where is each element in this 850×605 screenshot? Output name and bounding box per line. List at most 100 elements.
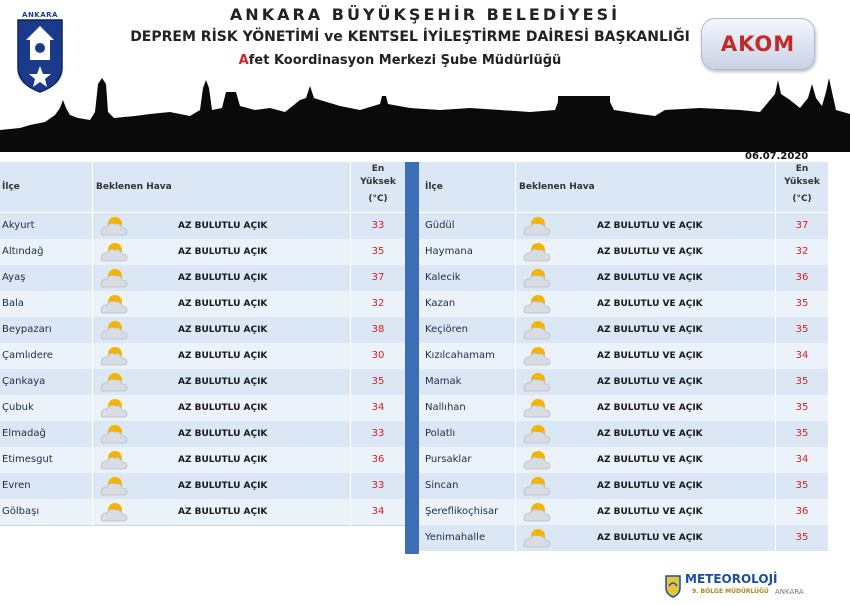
forecast-condition: AZ BULUTLU VE AÇIK	[597, 455, 703, 465]
right-row-5-cell-2	[516, 317, 775, 343]
partly-cloudy-sun-icon	[523, 217, 551, 236]
header-forecast-right: Beklenen Hava	[516, 162, 775, 212]
akom-badge: AKOM	[701, 18, 815, 70]
forecast-condition: AZ BULUTLU AÇIK	[178, 299, 268, 309]
left-row-5-cell-1	[0, 317, 92, 343]
district-name: Altındağ	[2, 246, 44, 257]
right-row-11-cell-1	[419, 473, 515, 499]
max-temperature: 35	[795, 324, 809, 335]
max-temperature: 33	[371, 220, 385, 231]
department-title: DEPREM RİSK YÖNETİMİ ve KENTSEL İYİLEŞTİ…	[130, 29, 690, 45]
forecast-condition: AZ BULUTLU AÇIK	[178, 325, 268, 335]
district-name: Ayaş	[2, 272, 26, 283]
header-max-left-l3: (°C)	[368, 194, 388, 204]
right-row-9-cell-3	[776, 421, 828, 447]
left-row-11-cell-3	[351, 473, 405, 499]
left-row-10-cell-2	[93, 447, 350, 473]
right-row-8-cell-3	[776, 395, 828, 421]
forecast-condition: AZ BULUTLU AÇIK	[178, 273, 268, 283]
district-name: Sincan	[425, 480, 459, 491]
left-row-2-cell-3	[351, 239, 405, 265]
district-name: Haymana	[425, 246, 473, 257]
column-divider	[405, 162, 419, 554]
max-temperature: 35	[371, 246, 385, 257]
left-row-8-cell-1	[0, 395, 92, 421]
header-max-left-l2: Yüksek	[360, 177, 396, 187]
header-forecast-left: Beklenen Hava	[93, 162, 350, 212]
left-row-9-cell-2	[93, 421, 350, 447]
header-max-right-l3: (°C)	[792, 194, 812, 204]
partly-cloudy-sun-icon	[100, 295, 128, 314]
meteoroloji-title: METEOROLOJİ	[685, 572, 778, 586]
left-row-6-cell-3	[351, 343, 405, 369]
max-temperature: 35	[795, 532, 809, 543]
left-row-3-cell-1	[0, 265, 92, 291]
left-row-5-cell-3	[351, 317, 405, 343]
district-name: Pursaklar	[425, 454, 472, 465]
branch-title: Afet Koordinasyon Merkezi Şube Müdürlüğü	[0, 53, 800, 68]
right-row-13-cell-1	[419, 525, 515, 551]
partly-cloudy-sun-icon	[100, 477, 128, 496]
partly-cloudy-sun-icon	[100, 321, 128, 340]
branch-title-initial: A	[238, 53, 249, 68]
right-row-4-cell-3	[776, 291, 828, 317]
meteoroloji-subtitle: 9. BÖLGE MÜDÜRLÜĞÜ	[692, 588, 769, 595]
right-row-6-cell-1	[419, 343, 515, 369]
right-row-10-cell-3	[776, 447, 828, 473]
partly-cloudy-sun-icon	[523, 321, 551, 340]
right-row-9-cell-1	[419, 421, 515, 447]
right-row-11-cell-3	[776, 473, 828, 499]
district-name: Şereflikoçhisar	[425, 506, 499, 517]
partly-cloudy-sun-icon	[523, 503, 551, 522]
right-row-3-cell-3	[776, 265, 828, 291]
max-temperature: 37	[795, 220, 809, 231]
right-row-12-cell-1	[419, 499, 515, 525]
right-row-4-cell-1	[419, 291, 515, 317]
district-name: Kazan	[425, 298, 456, 309]
max-temperature: 34	[795, 350, 809, 361]
max-temperature: 30	[371, 350, 385, 361]
header-forecast-right-label: Beklenen Hava	[519, 182, 595, 192]
left-row-8-cell-2	[93, 395, 350, 421]
right-row-12-cell-3	[776, 499, 828, 525]
district-name: Bala	[2, 298, 24, 309]
right-row-4-cell-2	[516, 291, 775, 317]
left-row-11-cell-2	[93, 473, 350, 499]
left-row-10-cell-3	[351, 447, 405, 473]
forecast-condition: AZ BULUTLU AÇIK	[178, 507, 268, 517]
partly-cloudy-sun-icon	[523, 295, 551, 314]
left-row-5-cell-2	[93, 317, 350, 343]
right-row-8-cell-1	[419, 395, 515, 421]
right-row-3-cell-2	[516, 265, 775, 291]
forecast-condition: AZ BULUTLU VE AÇIK	[597, 247, 703, 257]
max-temperature: 37	[371, 272, 385, 283]
forecast-condition: AZ BULUTLU AÇIK	[178, 377, 268, 387]
partly-cloudy-sun-icon	[100, 347, 128, 366]
forecast-condition: AZ BULUTLU AÇIK	[178, 351, 268, 361]
right-row-6-cell-3	[776, 343, 828, 369]
max-temperature: 35	[795, 480, 809, 491]
district-name: Etimesgut	[2, 454, 53, 465]
max-temperature: 38	[371, 324, 385, 335]
left-row-6-cell-2	[93, 343, 350, 369]
partly-cloudy-sun-icon	[523, 451, 551, 470]
header-district-right: İlçe	[419, 162, 515, 212]
partly-cloudy-sun-icon	[100, 451, 128, 470]
emblem-label: ANKARA	[22, 11, 58, 19]
max-temperature: 32	[371, 298, 385, 309]
left-empty-cell-2	[93, 525, 350, 551]
right-row-6-cell-2	[516, 343, 775, 369]
left-row-4-cell-2	[93, 291, 350, 317]
left-row-7-cell-2	[93, 369, 350, 395]
partly-cloudy-sun-icon	[100, 399, 128, 418]
forecast-condition: AZ BULUTLU VE AÇIK	[597, 273, 703, 283]
header-district-right-label: İlçe	[425, 182, 443, 192]
max-temperature: 35	[795, 402, 809, 413]
forecast-condition: AZ BULUTLU AÇIK	[178, 481, 268, 491]
district-name: Elmadağ	[2, 428, 46, 439]
header-max-right-l1: En	[795, 164, 809, 174]
header-district-left: İlçe	[0, 162, 92, 212]
right-row-10-cell-2	[516, 447, 775, 473]
forecast-condition: AZ BULUTLU VE AÇIK	[597, 299, 703, 309]
left-row-1-cell-2	[93, 213, 350, 239]
